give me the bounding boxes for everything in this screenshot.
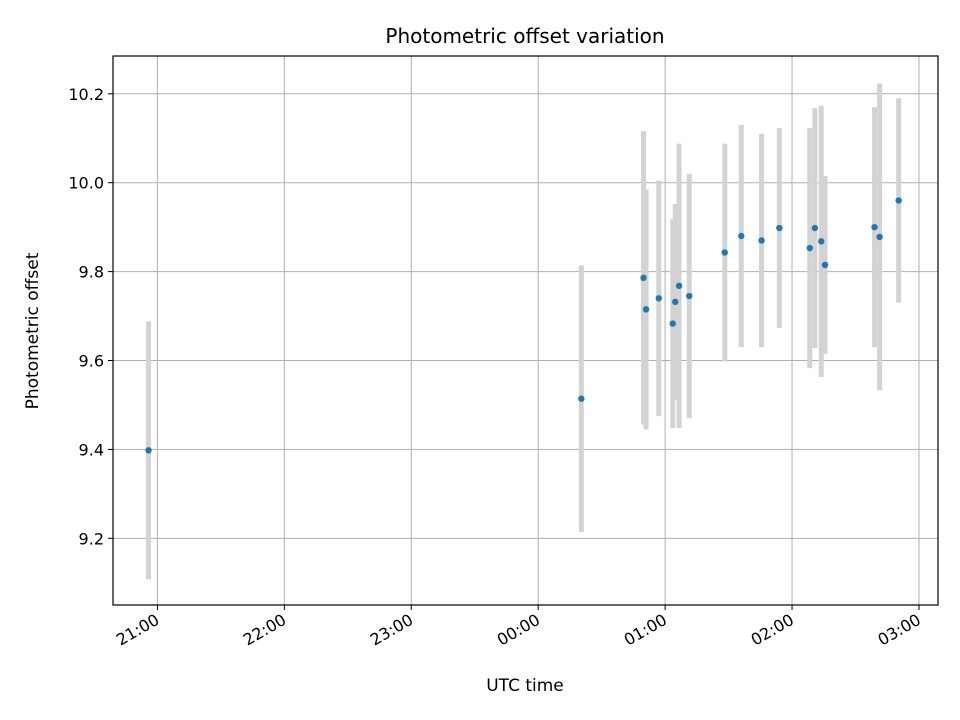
data-point (758, 237, 765, 244)
x-tick-label: 00:00 (494, 610, 543, 650)
x-tick-label: 21:00 (113, 610, 162, 650)
data-point (821, 261, 829, 269)
data-point (655, 295, 662, 302)
error-bars (146, 83, 902, 580)
data-point (642, 306, 650, 313)
data-point (145, 447, 152, 454)
data-point (738, 232, 745, 240)
data-point (675, 282, 683, 290)
y-axis-label: Photometric offset (23, 252, 43, 409)
data-point (876, 233, 883, 241)
chart-title: Photometric offset variation (385, 24, 664, 48)
data-points (145, 197, 902, 454)
x-tick-label: 02:00 (748, 610, 797, 650)
x-axis-ticks: 21:00 22:00 23:00 00:00 01:00 02:00 03:00 (113, 605, 924, 650)
y-tick-label: 10.0 (68, 174, 104, 193)
data-point (871, 223, 878, 231)
y-tick-label: 9.4 (79, 440, 104, 459)
x-tick-label: 23:00 (367, 610, 416, 650)
data-point (776, 224, 783, 232)
y-axis-ticks: 9.2 9.4 9.6 9.8 10.0 10.2 (68, 85, 113, 548)
x-axis-label: UTC time (486, 676, 564, 696)
y-tick-label: 9.2 (79, 529, 104, 548)
y-tick-label: 9.8 (79, 263, 104, 282)
data-point (686, 292, 693, 300)
data-point (721, 249, 728, 256)
grid (113, 56, 938, 605)
x-tick-label: 03:00 (875, 610, 924, 650)
data-point (806, 244, 814, 252)
plot-frame (112, 55, 939, 606)
y-tick-label: 9.6 (79, 352, 104, 371)
data-point (578, 395, 585, 402)
x-tick-label: 22:00 (240, 610, 289, 650)
data-point (895, 197, 902, 204)
y-tick-label: 10.2 (68, 85, 104, 104)
data-point (811, 224, 819, 232)
x-tick-label: 01:00 (621, 610, 670, 650)
data-point (669, 320, 676, 327)
data-point (818, 238, 825, 245)
data-point (672, 298, 679, 306)
data-point (640, 274, 647, 282)
